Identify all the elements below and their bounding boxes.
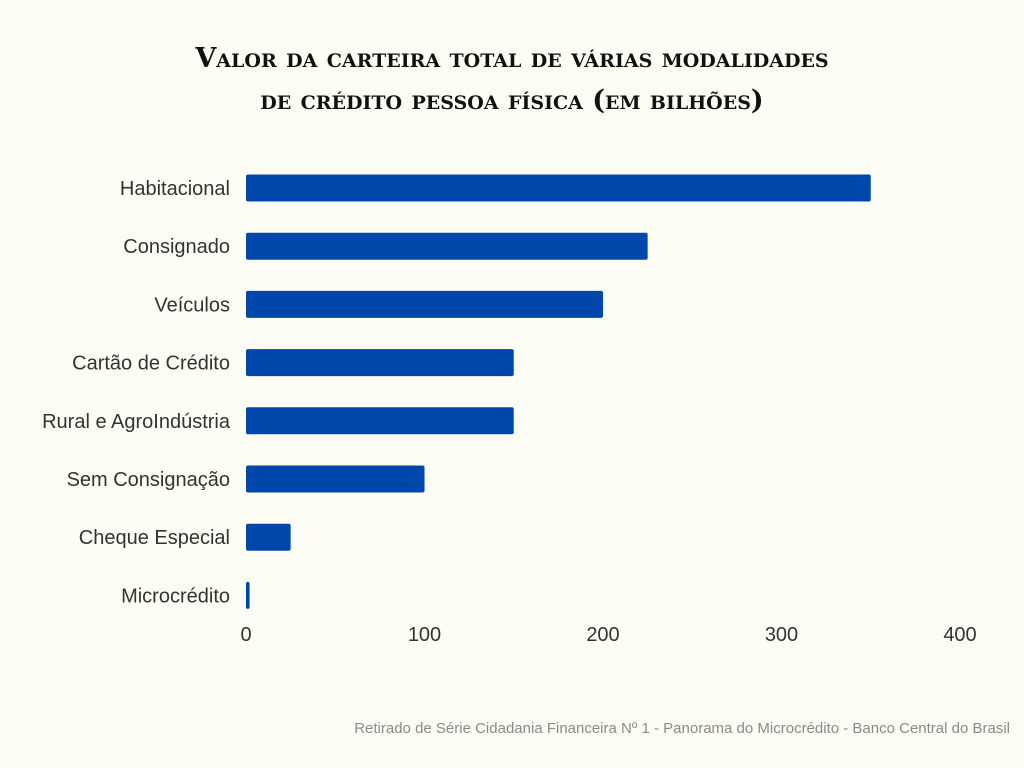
bar bbox=[246, 465, 425, 493]
bar-chart: Habitacional Consignado Veículos Cartão de … bbox=[42, 174, 977, 646]
chart-title: Valor da carteira total de várias modali… bbox=[0, 38, 1024, 122]
category-label: Cartão de Crédito bbox=[72, 353, 230, 375]
bar bbox=[246, 290, 603, 318]
category-label: Sem Consignação bbox=[67, 469, 230, 491]
x-tick-label: 0 bbox=[240, 624, 251, 646]
bar bbox=[246, 581, 250, 609]
x-tick-label: 400 bbox=[943, 624, 976, 646]
bar bbox=[246, 523, 291, 551]
chart-title-line-2: de crédito pessoa física (em bilhões) bbox=[260, 85, 764, 116]
category-label: Veículos bbox=[154, 294, 230, 316]
category-label: Rural e AgroIndústria bbox=[42, 411, 231, 433]
category-label: Consignado bbox=[123, 236, 230, 258]
x-tick-label: 200 bbox=[586, 624, 619, 646]
category-label: Habitacional bbox=[120, 178, 230, 200]
source-note: Retirado de Série Cidadania Financeira N… bbox=[354, 720, 1010, 737]
bar bbox=[246, 174, 871, 202]
x-tick-label: 300 bbox=[765, 624, 798, 646]
bar bbox=[246, 232, 648, 260]
category-label: Cheque Especial bbox=[79, 527, 230, 549]
category-label: Microcrédito bbox=[121, 585, 230, 607]
bar bbox=[246, 407, 514, 435]
x-tick-label: 100 bbox=[408, 624, 441, 646]
bar bbox=[246, 349, 514, 377]
chart-title-line-1: Valor da carteira total de várias modali… bbox=[195, 43, 829, 74]
